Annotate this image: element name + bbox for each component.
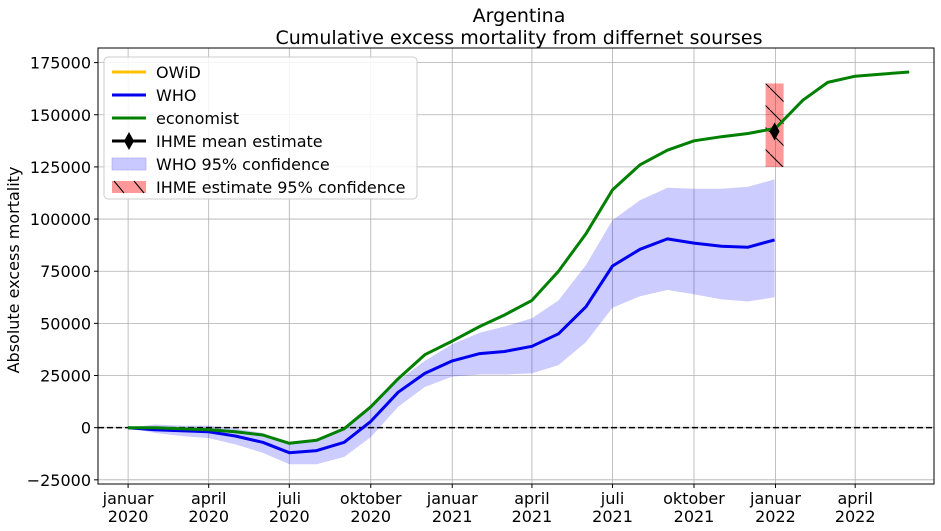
series-line-economist	[128, 70, 910, 445]
y-tick-label: −25000	[27, 471, 91, 490]
legend-frame	[103, 56, 418, 200]
x-tick-label-month: april	[514, 489, 549, 508]
x-tick-label-month: juli	[277, 489, 301, 508]
legend-hatch-ihme-ci	[133, 180, 145, 194]
x-tick-label-month: april	[837, 489, 872, 508]
x-tick-label-year: 2021	[592, 507, 633, 526]
y-tick-label: 175000	[30, 54, 91, 73]
y-axis-ticks: −25000 0 25000 50000 75000 100000 125000 150000…	[27, 54, 98, 490]
legend-label-economist: economist	[156, 109, 239, 128]
ihme-mean-marker	[769, 122, 780, 141]
x-tick-label-month: januar	[749, 489, 801, 508]
x-tick-label-year: 2022	[755, 507, 796, 526]
plot-frame	[97, 47, 935, 485]
legend-label-ihme-ci: IHME estimate 95% confidence	[156, 178, 405, 197]
y-tick-label: 25000	[40, 367, 91, 386]
y-axis-label: Absolute excess mortality	[4, 167, 23, 374]
x-tick-label-month: juli	[600, 489, 624, 508]
x-tick-label-month: januar	[426, 489, 478, 508]
x-tick-label-year: 2020	[269, 507, 310, 526]
chart-title: Argentina	[473, 5, 566, 27]
x-tick-label-year: 2020	[350, 507, 391, 526]
legend-label-who-ci: WHO 95% confidence	[156, 155, 330, 174]
y-tick-label: 125000	[30, 158, 91, 177]
legend-swatch-who-ci	[111, 157, 147, 171]
x-tick-label-year: 2022	[835, 507, 876, 526]
legend-hatch-ihme-ci	[113, 180, 125, 194]
legend-label-who: WHO	[156, 86, 196, 105]
legend-marker-ihme-mean	[124, 132, 134, 150]
x-tick-label-month: oktober	[663, 489, 725, 508]
y-tick-label: 100000	[30, 210, 91, 229]
legend: OWiD WHO economist IHME mean estimate WHO 95…	[103, 56, 418, 200]
x-axis-ticks: januar2020april2020juli2020oktober2020ja…	[102, 484, 876, 526]
who-confidence-band	[128, 179, 775, 465]
y-tick-label: 150000	[30, 106, 91, 125]
series-lines	[127, 70, 910, 455]
x-tick-label-year: 2020	[108, 507, 149, 526]
legend-label-owid: OWiD	[156, 63, 201, 82]
markers	[769, 122, 780, 141]
series-line-who	[127, 237, 775, 455]
legend-label-ihme-mean: IHME mean estimate	[156, 132, 323, 151]
x-tick-label-year: 2021	[512, 507, 553, 526]
x-tick-label-month: april	[191, 489, 226, 508]
x-tick-label-year: 2021	[432, 507, 473, 526]
y-tick-label: 75000	[40, 262, 91, 281]
x-tick-label-month: oktober	[340, 489, 402, 508]
chart-subtitle: Cumulative excess mortality from differn…	[276, 27, 763, 49]
x-tick-label-month: januar	[102, 489, 154, 508]
y-tick-label: 50000	[40, 314, 91, 333]
x-tick-label-year: 2020	[188, 507, 229, 526]
y-tick-label: 0	[81, 419, 91, 438]
legend-swatch-ihme-ci	[112, 181, 146, 193]
x-tick-label-year: 2021	[674, 507, 715, 526]
